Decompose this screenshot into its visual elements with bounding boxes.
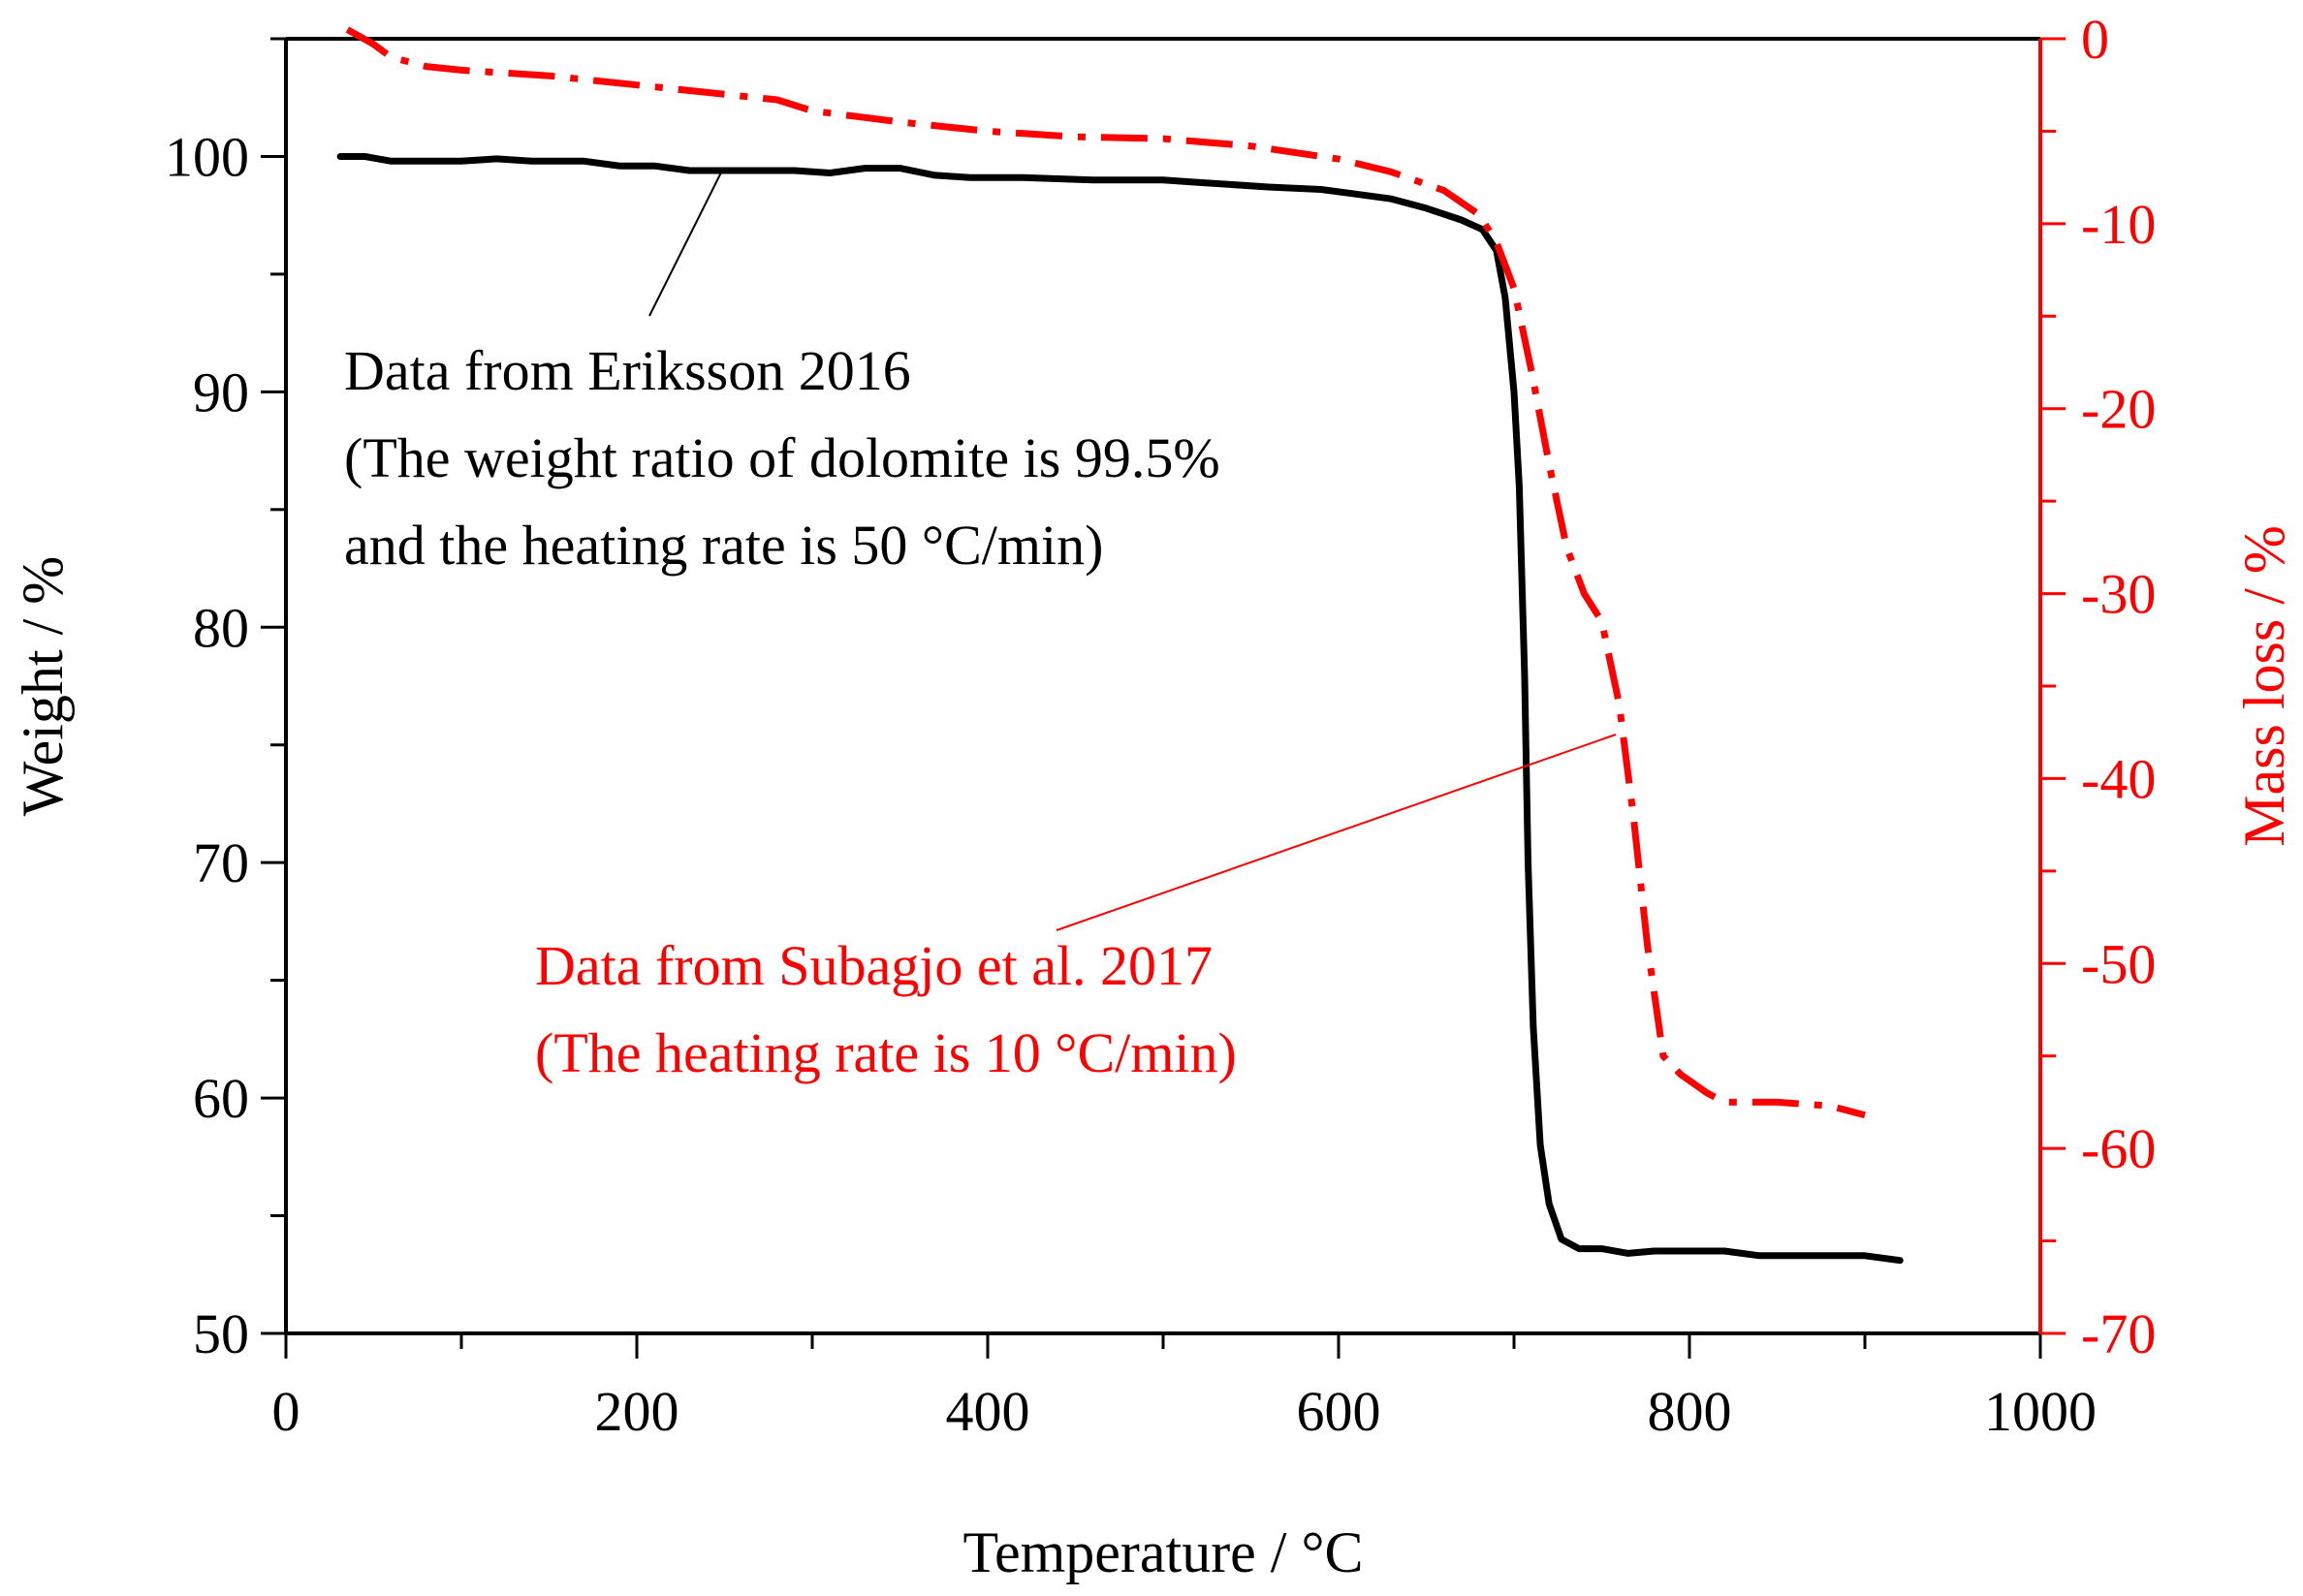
red-annotation-line-1: Data from Subagjo et al. 2017 (535, 934, 1213, 997)
right-y-tick-label: -40 (2081, 747, 2156, 810)
subagjo-2017-mass-loss-curve (345, 26, 1866, 1119)
left-y-axis-title: Weight / % (11, 556, 75, 816)
red-annotation-leader-line (1056, 734, 1617, 931)
right-y-tick-label: -30 (2081, 563, 2156, 626)
x-axis-title: Temperature / °C (963, 1520, 1364, 1584)
x-tick-label: 0 (272, 1380, 300, 1443)
left-y-tick-label: 80 (193, 596, 249, 659)
right-y-tick-label: 0 (2081, 8, 2109, 71)
black-annotation-line-3: and the heating rate is 50 °C/min) (344, 514, 1103, 577)
x-ticks: 0 200 400 600 800 1000 (272, 1333, 2097, 1443)
right-y-tick-label: -50 (2081, 932, 2156, 995)
left-y-tick-label: 90 (193, 360, 249, 423)
eriksson-2016-weight-curve (336, 153, 1904, 1265)
red-annotation-line-2: (The heating rate is 10 °C/min) (535, 1021, 1237, 1084)
x-tick-label: 800 (1648, 1380, 1732, 1443)
right-y-tick-label: -70 (2081, 1302, 2156, 1365)
right-y-tick-label: -60 (2081, 1117, 2156, 1180)
right-y-tick-label: -20 (2081, 378, 2156, 441)
x-tick-label: 400 (946, 1380, 1030, 1443)
black-annotation-line-1: Data from Eriksson 2016 (344, 339, 911, 402)
x-tick-label: 600 (1297, 1380, 1381, 1443)
black-annotation-leader-line (648, 170, 723, 317)
left-y-tick-label: 60 (193, 1067, 249, 1130)
left-y-ticks: 50 60 70 80 90 100 (165, 37, 286, 1365)
left-y-tick-label: 100 (165, 125, 249, 188)
black-annotation-line-2: (The weight ratio of dolomite is 99.5% (344, 426, 1220, 489)
left-y-tick-label: 70 (193, 831, 249, 894)
x-tick-label: 200 (595, 1380, 679, 1443)
right-y-axis-title: Mass loss / % (2232, 525, 2296, 847)
right-y-ticks: -70 -60 -50 -40 -30 -20 -10 0 (2040, 8, 2156, 1365)
left-y-tick-label: 50 (193, 1302, 249, 1365)
x-tick-label: 1000 (1984, 1380, 2097, 1443)
right-y-tick-label: -10 (2081, 193, 2156, 256)
